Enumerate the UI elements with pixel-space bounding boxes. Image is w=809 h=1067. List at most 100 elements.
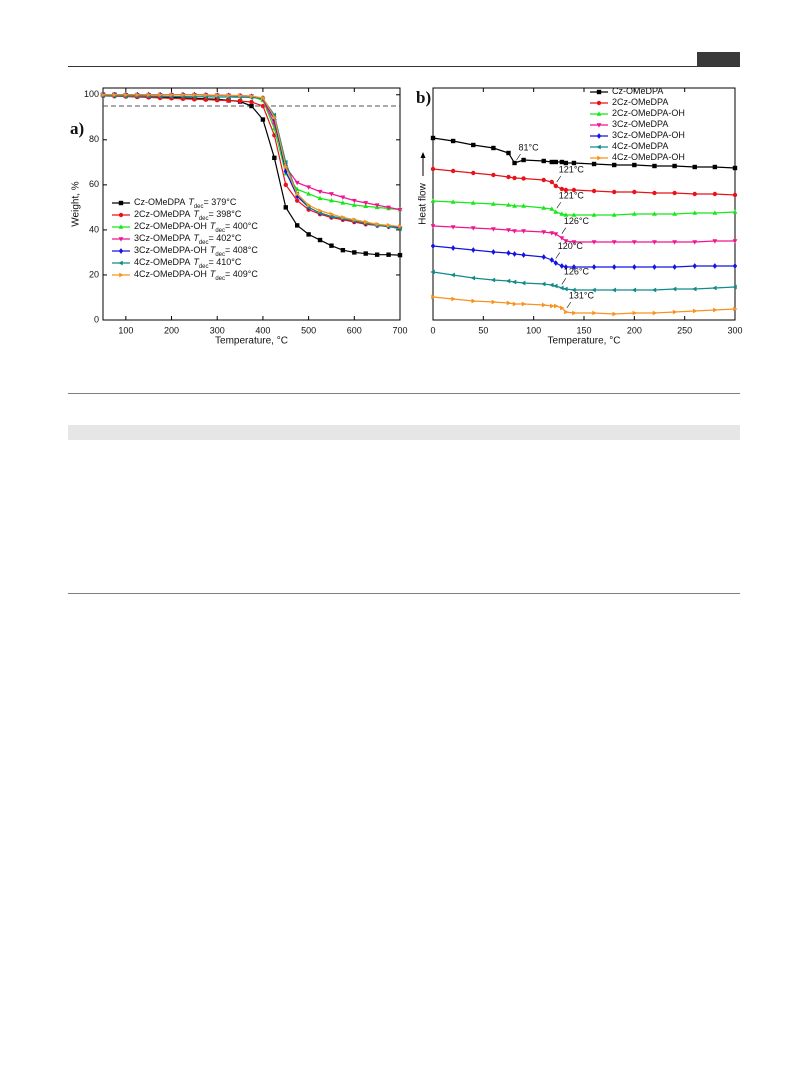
data-point	[450, 225, 456, 230]
data-point	[612, 264, 617, 270]
legend-value: = 410°C	[209, 257, 242, 267]
data-point	[491, 172, 496, 178]
data-point	[563, 160, 569, 166]
legend-name: 4Cz-OMeDPA-OH	[134, 269, 207, 279]
data-point	[306, 185, 312, 190]
data-point	[374, 252, 380, 257]
data-point	[450, 245, 456, 251]
y-tick-label: 40	[89, 224, 99, 234]
data-point	[204, 92, 209, 98]
y-tick-label: 80	[89, 134, 99, 144]
data-point	[553, 260, 559, 266]
data-point	[559, 285, 564, 291]
data-point	[363, 251, 368, 256]
data-point	[553, 159, 559, 165]
data-point	[450, 272, 455, 278]
data-point	[181, 92, 186, 98]
data-point	[632, 162, 637, 168]
data-point	[553, 232, 559, 237]
data-point	[506, 228, 511, 233]
legend-marker	[118, 260, 123, 266]
annotation: 126°C	[564, 216, 590, 226]
data-point	[306, 202, 312, 208]
legend-entry: Cz-OMeDPA Tdec= 379°C	[134, 197, 237, 209]
y-axis-label: Weight, %	[71, 181, 82, 226]
data-point	[611, 212, 617, 217]
data-point	[554, 303, 559, 309]
data-point	[541, 281, 546, 287]
data-point	[471, 142, 476, 148]
legend-marker	[118, 200, 124, 206]
data-point	[318, 208, 323, 214]
annotation: 121°C	[559, 191, 585, 201]
data-point	[652, 211, 657, 216]
legend-marker	[118, 237, 124, 242]
annotation: 126°C	[564, 267, 590, 277]
data-point	[612, 162, 617, 168]
data-point	[397, 252, 403, 258]
data-point	[541, 230, 547, 235]
data-point	[692, 240, 698, 245]
legend-marker	[119, 272, 124, 278]
data-point	[506, 250, 511, 256]
data-point	[563, 239, 569, 244]
data-point	[112, 92, 118, 98]
panel-label: b)	[416, 88, 431, 107]
data-point	[541, 302, 547, 308]
plot-frame	[432, 87, 736, 321]
legend-value: = 409°C	[225, 269, 258, 279]
data-point	[363, 203, 369, 209]
legend-entry: 4Cz-OMeDPA-OH Tdec= 409°C	[134, 269, 258, 281]
legend-name: 4Cz-OMeDPA	[612, 141, 668, 151]
series-line	[102, 95, 401, 229]
legend-marker	[597, 155, 602, 161]
data-point	[591, 161, 597, 167]
legend-marker	[596, 144, 601, 150]
data-point	[553, 209, 559, 214]
data-point	[671, 286, 677, 292]
data-point	[329, 192, 334, 197]
data-point	[553, 283, 558, 289]
annotation: 81°C	[519, 142, 540, 152]
data-point	[317, 195, 323, 201]
annotation-leader	[516, 153, 521, 161]
data-point	[549, 206, 555, 211]
legend-subscript: dec	[199, 216, 209, 222]
data-point	[549, 282, 554, 288]
data-point	[249, 99, 254, 105]
data-point	[491, 145, 496, 151]
data-point	[563, 212, 569, 217]
series-line	[103, 94, 401, 229]
data-point	[249, 93, 255, 99]
legend-subscript: dec	[194, 204, 204, 210]
data-point	[430, 224, 436, 229]
data-point	[692, 286, 697, 292]
x-tick-label: 400	[255, 325, 270, 335]
annotation-leader	[566, 301, 572, 309]
legend-name: 2Cz-OMeDPA	[134, 209, 190, 219]
legend-entry: 2Cz-OMeDPA-OH	[612, 108, 685, 118]
data-point	[591, 212, 597, 217]
data-point	[386, 222, 392, 228]
data-point	[306, 191, 312, 196]
data-point	[732, 165, 738, 171]
data-point	[571, 187, 577, 193]
data-point	[169, 92, 175, 98]
legend-name: 3Cz-OMeDPA-OH	[134, 245, 207, 255]
data-point	[450, 138, 456, 144]
data-point	[329, 197, 334, 203]
data-point	[692, 210, 698, 215]
data-point	[430, 269, 435, 275]
legend-subscript: dec	[215, 276, 225, 282]
data-point	[612, 311, 617, 317]
data-point	[363, 219, 369, 225]
legend-entry: 2Cz-OMeDPA	[612, 97, 668, 107]
data-point	[549, 159, 554, 165]
x-tick-label: 100	[118, 325, 133, 335]
data-point	[521, 157, 526, 163]
data-point	[506, 174, 511, 180]
data-point	[283, 182, 288, 188]
data-point	[559, 263, 565, 269]
data-point	[260, 117, 266, 122]
figure: 100 200 300 400 500 600 700020406080100Tempera…	[70, 86, 743, 346]
